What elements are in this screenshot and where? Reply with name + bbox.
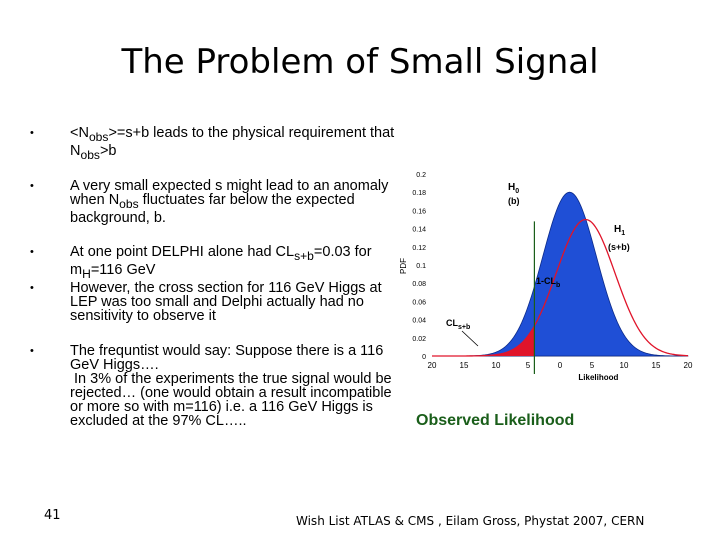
clsb-label: CLs+b <box>446 318 470 331</box>
bullet-text: However, the cross section for 116 GeV H… <box>70 280 382 324</box>
likelihood-chart: 0.2 0.18 0.16 0.14 0.12 0.1 0.08 0.06 0.04 0.02 0 P… <box>399 172 693 382</box>
bullet-item: • The frequntist would say: Suppose ther… <box>30 343 400 429</box>
bullet-dot: • <box>30 345 34 357</box>
slide-footer: Wish List ATLAS & CMS , Eilam Gross, Phy… <box>296 514 645 528</box>
slide-number: 41 <box>44 508 61 523</box>
x-tick-label: 15 <box>460 361 469 370</box>
x-tick-label: 20 <box>428 361 437 370</box>
bullet-text: A very small expected s might lead to an… <box>70 178 389 226</box>
y-tick-label: 0.1 <box>416 263 426 270</box>
x-tick-label: 5 <box>590 361 595 370</box>
y-tick-label: 0.12 <box>412 245 426 252</box>
y-tick-label: 0.14 <box>412 227 426 234</box>
y-axis-label: PDF <box>399 258 408 274</box>
chart-annotations: H0(b) H1 (s+b) 1-CLb CLs+b <box>446 182 630 374</box>
bullet-text: <Nobs>=s+b leads to the physical require… <box>70 125 395 162</box>
x-tick-label: 15 <box>652 361 661 370</box>
x-tick-label: 10 <box>620 361 629 370</box>
y-tick-label: 0.02 <box>412 336 426 343</box>
bullet-item: • A very small expected s might lead to … <box>30 179 400 225</box>
bullet-dot: • <box>30 127 34 139</box>
slide-title: The Problem of Small Signal <box>121 42 599 82</box>
clsb-tail-area <box>432 325 535 356</box>
x-tick-label: 0 <box>558 361 563 370</box>
x-axis-label: Likelihood <box>578 373 618 382</box>
y-tick-label: 0.16 <box>412 208 426 215</box>
y-tick-label: 0.04 <box>412 318 426 325</box>
x-tick-label: 20 <box>684 361 693 370</box>
bullet-item: • At one point DELPHI alone had CLs+b=0.… <box>30 245 400 281</box>
bullet-text: The frequntist would say: Suppose there … <box>70 343 392 429</box>
y-tick-label: 0.08 <box>412 281 426 288</box>
y-axis: 0.2 0.18 0.16 0.14 0.12 0.1 0.08 0.06 0.04 0.02 0 P… <box>399 172 426 361</box>
h0-label: H0 <box>508 182 519 195</box>
y-tick-label: 0.06 <box>412 299 426 306</box>
y-tick-label: 0 <box>422 354 426 361</box>
observed-likelihood-label: Observed Likelihood <box>416 412 575 429</box>
h1-sb-label: (s+b) <box>608 242 630 252</box>
h1-label: H1 <box>614 224 625 237</box>
bullet-item: • However, the cross section for 116 GeV… <box>30 280 400 324</box>
x-tick-label: 10 <box>492 361 501 370</box>
y-tick-label: 0.18 <box>412 190 426 197</box>
bullet-item: • <Nobs>=s+b leads to the physical requi… <box>30 126 400 162</box>
x-tick-label: 5 <box>526 361 531 370</box>
bullet-text: At one point DELPHI alone had CLs+b=0.03… <box>70 244 372 281</box>
bullet-dot: • <box>30 282 34 294</box>
h0-b-label: (b) <box>508 196 520 206</box>
clsb-pointer <box>461 330 479 347</box>
y-tick-label: 0.2 <box>416 172 426 179</box>
x-axis: 20 15 10 5 0 5 10 15 20 Likelihood <box>428 355 693 382</box>
h0-area <box>432 191 689 357</box>
chart-curves <box>432 191 689 357</box>
bullet-dot: • <box>30 246 34 258</box>
bullet-dot: • <box>30 180 34 192</box>
h1-curve <box>432 218 689 357</box>
one-minus-clb-label: 1-CLb <box>536 276 560 289</box>
